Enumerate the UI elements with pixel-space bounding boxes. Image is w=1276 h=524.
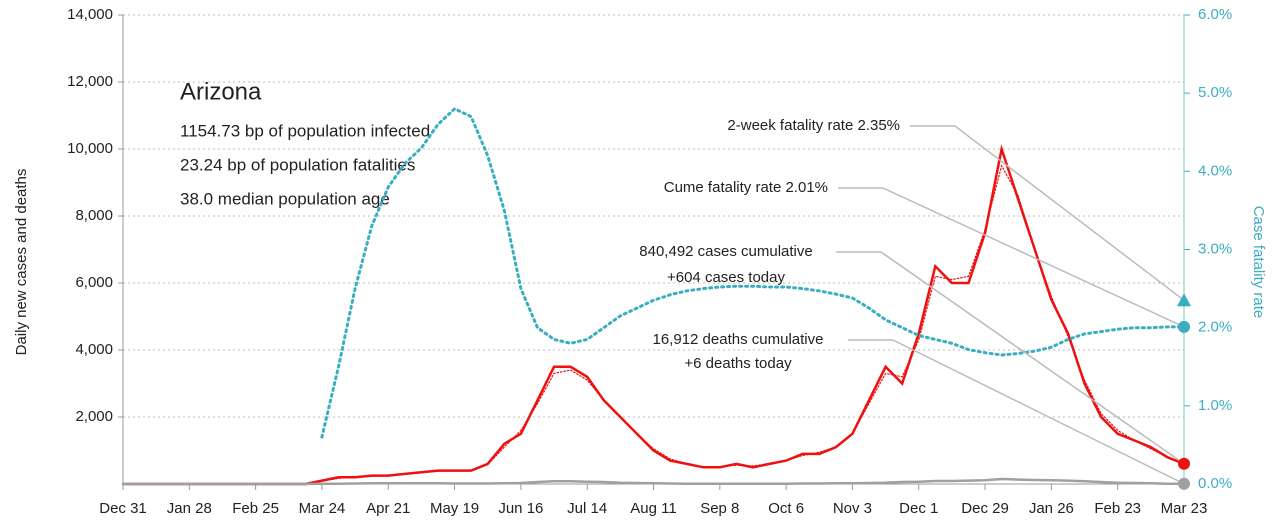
info-line: 1154.73 bp of population infected [180,121,430,140]
y2-axis-label: Case fatality rate [1250,206,1267,319]
info-line: 38.0 median population age [180,189,390,208]
x-tick-label: Sep 8 [700,500,739,517]
end-marker [1178,477,1190,490]
end-marker [1178,457,1190,470]
y2-tick-label: 3.0% [1198,240,1232,257]
series-line [121,477,1186,486]
leader-line [954,125,1185,301]
annotation-text: Cume fatality rate 2.01% [664,179,828,196]
end-marker [1177,293,1191,307]
y2-tick-label: 4.0% [1198,162,1232,179]
x-tick-label: Dec 31 [99,500,147,517]
y-tick-label: 14,000 [67,6,113,23]
x-tick-label: Dec 1 [899,500,938,517]
annotation-text: +6 deaths today [684,355,792,372]
end-marker [1178,320,1190,333]
y2-tick-label: 2.0% [1198,319,1232,336]
annotation-text: +604 cases today [667,269,786,286]
leader-line [880,251,1185,465]
y-tick-label: 8,000 [75,207,113,224]
annotation-text: 840,492 cases cumulative [639,243,812,260]
leader-line [892,339,1185,485]
y2-tick-label: 0.0% [1198,475,1232,492]
x-tick-label: Aug 11 [630,500,676,517]
info-line: 23.24 bp of population fatalities [180,155,415,174]
leader-line [882,187,1185,328]
x-tick-label: Jan 28 [167,500,212,517]
x-tick-label: Jan 26 [1029,500,1074,517]
x-tick-label: Feb 23 [1094,500,1141,517]
annotation-text: 16,912 deaths cumulative [653,331,824,348]
x-tick-label: Apr 21 [366,500,410,517]
y2-tick-label: 1.0% [1198,397,1232,414]
y-tick-label: 2,000 [75,408,113,425]
y2-tick-label: 6.0% [1198,6,1232,23]
y-axis-label: Daily new cases and deaths [13,169,30,356]
annotation-text: 2-week fatality rate 2.35% [727,117,900,134]
x-tick-label: Dec 29 [961,500,1009,517]
y2-tick-label: 5.0% [1198,84,1232,101]
y-tick-label: 4,000 [75,341,113,358]
x-tick-label: Jul 14 [567,500,607,517]
x-tick-label: Jun 16 [498,500,543,517]
series-line [122,164,1185,485]
x-tick-label: Feb 25 [232,500,279,517]
x-tick-label: May 19 [430,500,479,517]
y-tick-label: 10,000 [67,140,113,157]
x-tick-label: Oct 6 [768,500,804,517]
y-tick-label: 6,000 [75,274,113,291]
info-title: Arizona [180,78,262,105]
x-tick-label: Nov 3 [833,500,872,517]
y-tick-label: 12,000 [67,73,113,90]
series-line [320,107,1186,439]
x-tick-label: Mar 24 [299,500,346,517]
x-tick-label: Mar 23 [1161,500,1208,517]
